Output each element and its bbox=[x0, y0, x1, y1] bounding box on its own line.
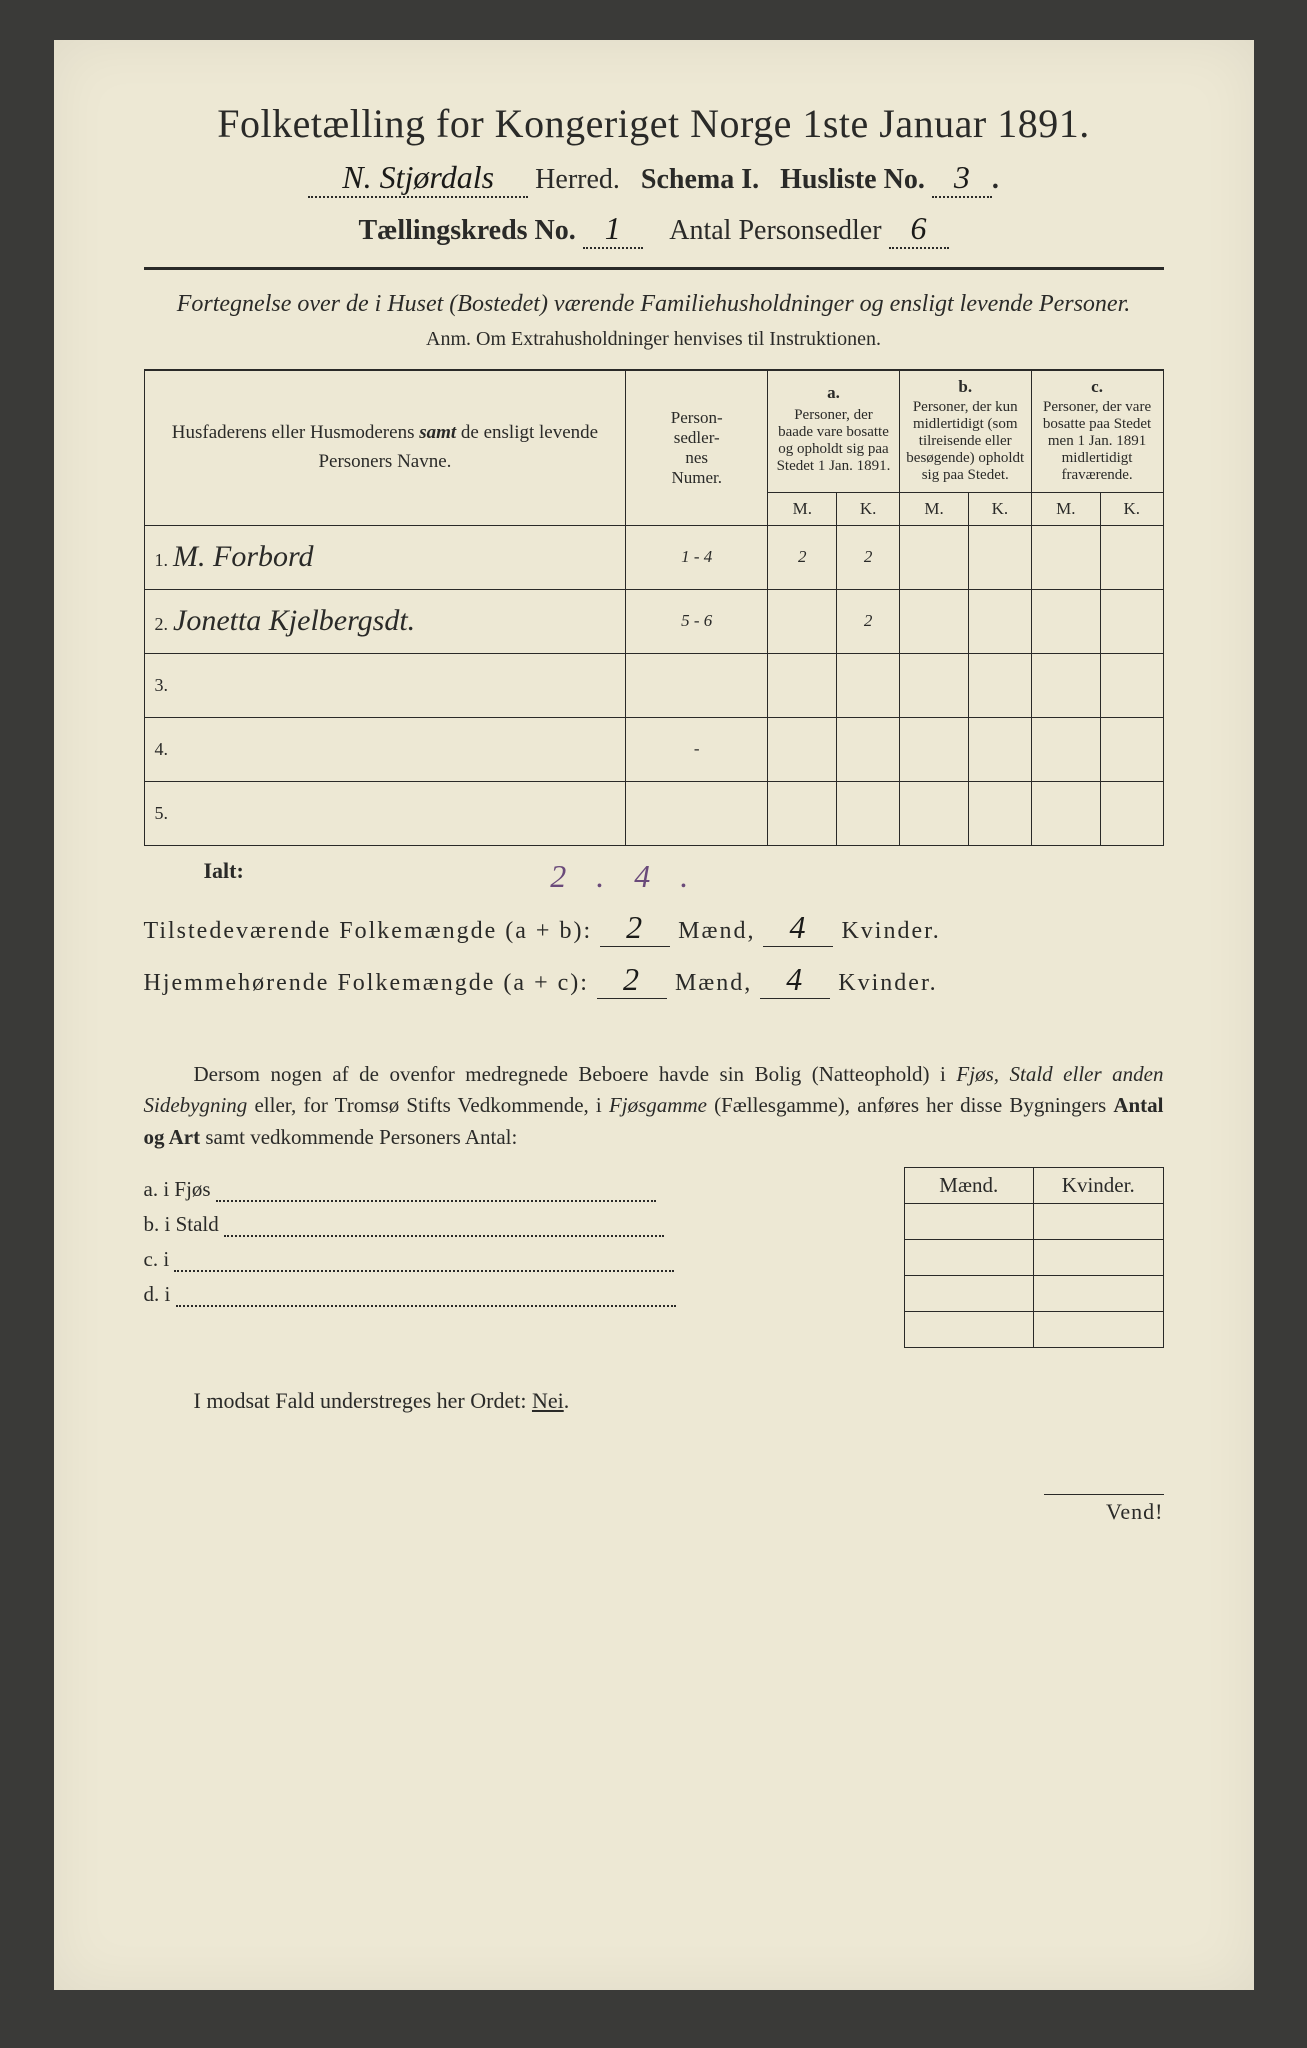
col-names-header: Husfaderens eller Husmoderens samt de en… bbox=[144, 370, 626, 525]
table-row: 4. - bbox=[144, 717, 1163, 781]
col-bk: K. bbox=[969, 492, 1031, 525]
husliste-no: 3 bbox=[932, 159, 992, 198]
summary-resident: Hjemmehørende Folkemængde (a + c): 2 Mæn… bbox=[144, 961, 1164, 999]
anm-note: Anm. Om Extrahusholdninger henvises til … bbox=[144, 328, 1164, 351]
col-am: M. bbox=[768, 492, 837, 525]
personsedler-label: Antal Personsedler bbox=[669, 215, 881, 246]
sb-row: b. i Stald bbox=[144, 1212, 904, 1237]
summary-present: Tilstedeværende Folkemængde (a + b): 2 M… bbox=[144, 909, 1164, 947]
sb-row: a. i Fjøs bbox=[144, 1177, 904, 1202]
main-table: Husfaderens eller Husmoderens samt de en… bbox=[144, 370, 1164, 846]
table-row: 2. Jonetta Kjelbergsdt. 5 - 6 2 bbox=[144, 589, 1163, 653]
header-row-2: Tællingskreds No. 1 Antal Personsedler 6 bbox=[144, 210, 1164, 249]
divider bbox=[144, 267, 1164, 270]
herred-label: Herred. bbox=[535, 164, 620, 195]
ialt-row: Ialt: 2.4. bbox=[144, 858, 1164, 895]
col-b-header: b. Personer, der kun midlertidigt (som t… bbox=[899, 370, 1031, 492]
side-building-box: a. i Fjøs b. i Stald c. i d. i Mænd.Kvin… bbox=[144, 1167, 1164, 1348]
census-page: Folketælling for Kongeriget Norge 1ste J… bbox=[54, 40, 1254, 1990]
subtitle: Fortegnelse over de i Huset (Bostedet) v… bbox=[144, 288, 1164, 322]
herred-value: N. Stjørdals bbox=[308, 159, 528, 198]
side-building-para: Dersom nogen af de ovenfor medregnede Be… bbox=[144, 1059, 1164, 1154]
table-row: 5. bbox=[144, 781, 1163, 845]
table-row: 3. bbox=[144, 653, 1163, 717]
col-ak: K. bbox=[837, 492, 899, 525]
col-bm: M. bbox=[899, 492, 968, 525]
table-row: 1. M. Forbord 1 - 4 2 2 bbox=[144, 525, 1163, 589]
col-a-header: a. Personer, der baade vare bosatte og o… bbox=[768, 370, 900, 492]
col-cm: M. bbox=[1031, 492, 1100, 525]
col-c-header: c. Personer, der vare bosatte paa Stedet… bbox=[1031, 370, 1163, 492]
col-ck: K. bbox=[1100, 492, 1163, 525]
page-title: Folketælling for Kongeriget Norge 1ste J… bbox=[144, 100, 1164, 147]
mk-table: Mænd.Kvinder. bbox=[904, 1167, 1164, 1348]
kreds-label: Tællingskreds No. bbox=[358, 215, 575, 246]
schema-label: Schema I. bbox=[641, 164, 759, 195]
kreds-no: 1 bbox=[583, 210, 643, 249]
header-row-1: N. Stjørdals Herred. Schema I. Husliste … bbox=[144, 159, 1164, 198]
sb-row: c. i bbox=[144, 1247, 904, 1272]
sb-row: d. i bbox=[144, 1282, 904, 1307]
husliste-label: Husliste No. bbox=[780, 164, 925, 195]
vend-label: Vend! bbox=[1044, 1494, 1164, 1525]
col-num-header: Person- sedler- nes Numer. bbox=[626, 370, 768, 525]
personsedler-no: 6 bbox=[889, 210, 949, 249]
nei-line: I modsat Fald understreges her Ordet: Ne… bbox=[144, 1388, 1164, 1414]
